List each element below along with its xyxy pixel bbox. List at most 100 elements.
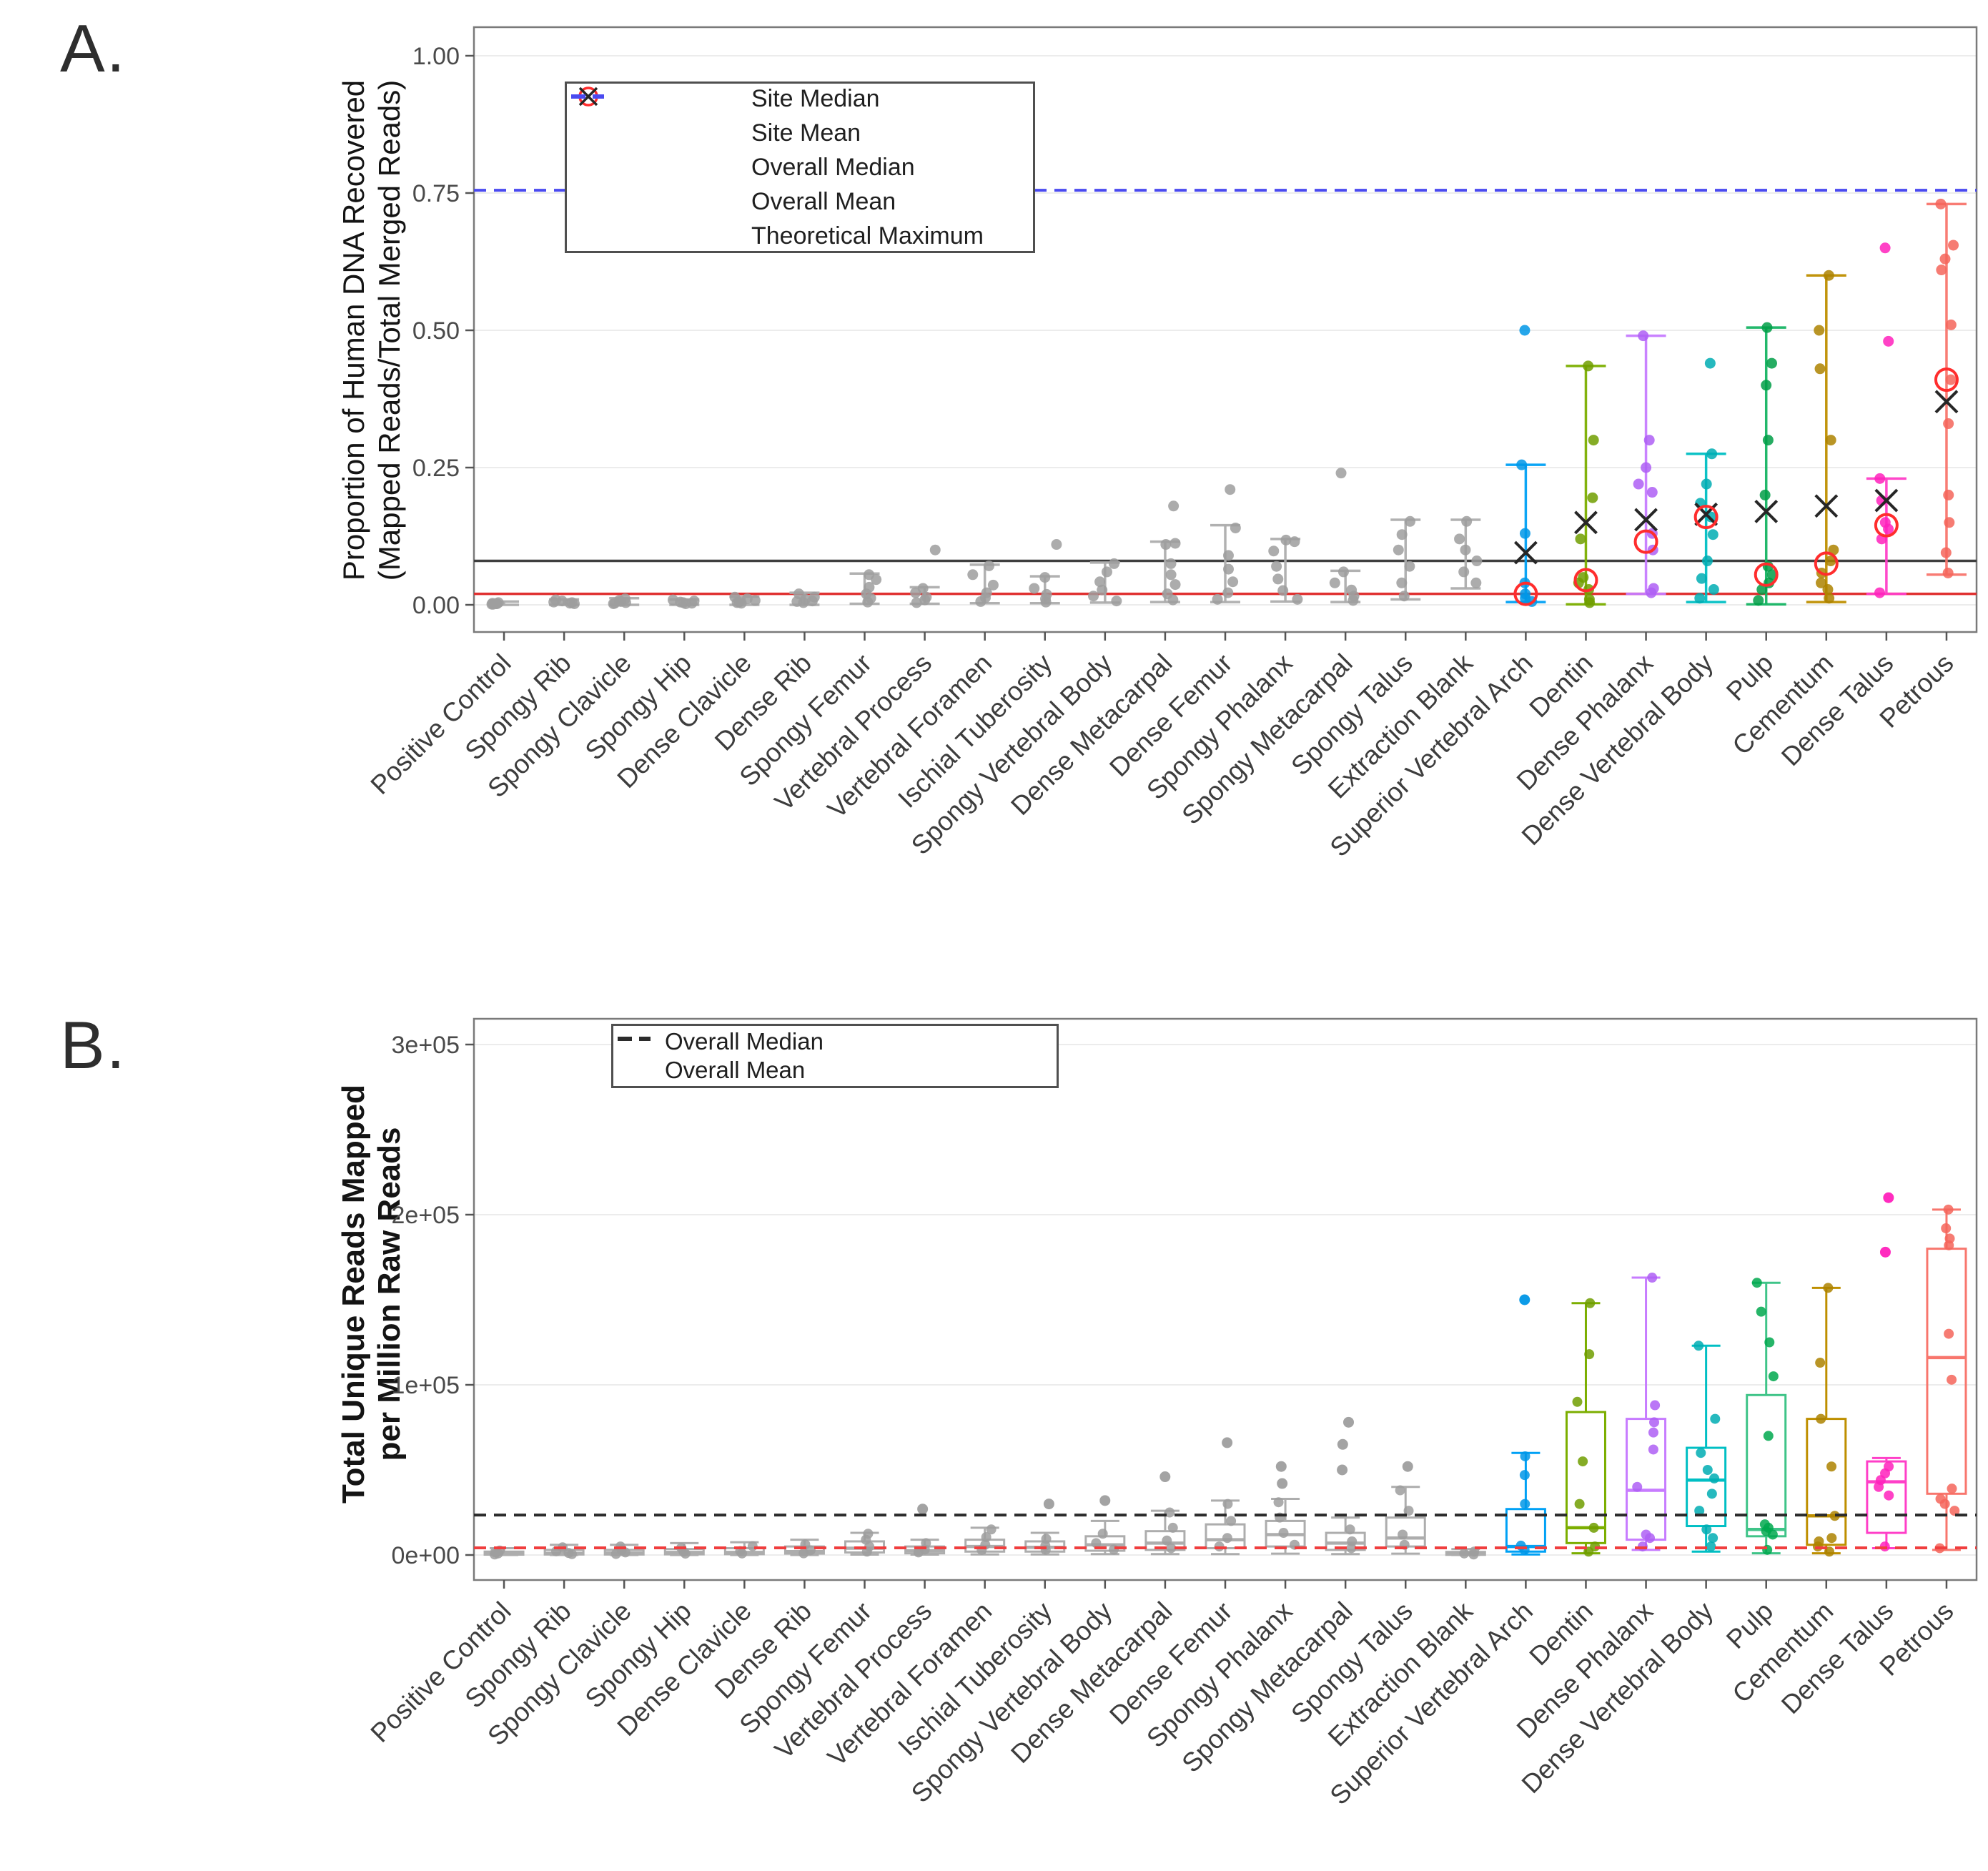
data-point — [1761, 380, 1772, 391]
legend-item: Site Median — [578, 85, 1033, 113]
data-point — [1706, 511, 1717, 523]
y-tick-label: 0.75 — [412, 180, 460, 207]
data-point — [731, 597, 743, 608]
data-point — [864, 581, 875, 593]
data-point — [1169, 579, 1181, 591]
data-point — [1701, 556, 1713, 567]
data-point — [686, 598, 698, 609]
data-point — [921, 1538, 931, 1549]
data-point — [1708, 583, 1719, 595]
data-point — [1646, 587, 1657, 598]
legend-item: Overall Mean — [618, 1037, 1057, 1084]
data-point — [1166, 1543, 1177, 1554]
site-mean-x-marker — [1513, 540, 1538, 565]
data-point — [1826, 1533, 1837, 1544]
data-point — [1574, 1499, 1585, 1509]
y-tick-label: 2e+05 — [392, 1202, 460, 1229]
data-point — [1822, 583, 1834, 595]
data-point — [1169, 538, 1181, 549]
data-point — [1041, 588, 1052, 600]
site-median-circle-marker — [1693, 505, 1719, 530]
site-mean-x-marker — [1574, 510, 1598, 535]
site-mean-x-marker — [1874, 488, 1899, 513]
data-point — [1879, 242, 1891, 254]
data-point — [1759, 489, 1771, 500]
y-tick-label: 3e+05 — [392, 1032, 460, 1059]
data-point — [1940, 547, 1952, 558]
data-point — [1088, 591, 1099, 602]
data-point — [1702, 1465, 1713, 1475]
data-point — [1094, 576, 1106, 588]
data-point — [1823, 270, 1834, 281]
data-point — [1335, 468, 1347, 479]
legend-item-label: Overall Mean — [751, 187, 896, 215]
data-point — [1641, 1529, 1651, 1540]
data-point — [1160, 539, 1172, 551]
data-point — [863, 1529, 874, 1539]
data-point — [1212, 593, 1223, 605]
y-tick-label: 0.00 — [412, 592, 460, 619]
site-mean-x-marker — [1634, 508, 1658, 532]
panel-border — [473, 1017, 1978, 1581]
data-point — [1398, 591, 1410, 602]
data-point — [1947, 240, 1959, 251]
data-point — [1693, 1341, 1704, 1351]
data-point — [1883, 523, 1894, 535]
data-point — [1272, 573, 1284, 585]
data-point — [1271, 561, 1282, 572]
data-point — [1583, 360, 1594, 372]
data-point — [1706, 1541, 1716, 1552]
data-point — [1648, 1427, 1658, 1438]
data-point — [987, 579, 999, 591]
data-point — [1709, 1473, 1720, 1484]
data-point — [609, 598, 620, 609]
data-point — [1766, 357, 1777, 369]
data-point — [981, 587, 992, 598]
data-point — [1814, 1536, 1824, 1546]
data-point — [1641, 462, 1652, 473]
dashed-line-key-icon — [571, 94, 604, 99]
data-point — [911, 597, 922, 608]
data-point — [1764, 1337, 1775, 1348]
data-point — [1454, 533, 1465, 545]
legend-item: Overall Median — [571, 94, 1033, 182]
data-point — [929, 544, 941, 556]
data-point — [1701, 1524, 1712, 1535]
data-point — [1943, 418, 1954, 430]
data-point — [1039, 572, 1051, 583]
site-mean-x-marker — [1754, 500, 1779, 523]
data-point — [1459, 1548, 1470, 1559]
data-point — [1648, 1444, 1658, 1455]
data-point — [1762, 435, 1774, 446]
data-point — [1278, 1528, 1289, 1539]
data-point — [1346, 584, 1358, 596]
data-point — [1633, 478, 1644, 490]
data-point — [1519, 325, 1530, 336]
data-point — [1696, 573, 1707, 584]
data-point — [864, 569, 875, 581]
data-point — [1874, 587, 1885, 598]
data-point — [1884, 1490, 1894, 1501]
outlier-point — [1337, 1464, 1348, 1476]
site-mean-x-marker — [1934, 390, 1959, 414]
data-point — [1824, 593, 1835, 604]
box — [1325, 1531, 1366, 1551]
data-point — [1936, 265, 1947, 276]
data-point — [1097, 1529, 1108, 1539]
data-point — [1572, 1396, 1583, 1407]
outlier-point — [1277, 1478, 1288, 1489]
data-point — [1396, 577, 1408, 588]
outlier-point — [1159, 1471, 1171, 1483]
data-point — [1949, 1506, 1960, 1516]
data-point — [1393, 544, 1404, 556]
y-tick-label: 1e+05 — [392, 1372, 460, 1399]
data-point — [1763, 1431, 1774, 1441]
data-point — [1222, 1533, 1232, 1544]
box — [1926, 1248, 1967, 1495]
data-point — [1943, 489, 1954, 500]
data-point — [1051, 539, 1062, 551]
site-median-circle-marker — [1513, 581, 1538, 606]
data-point — [981, 1532, 991, 1543]
data-point — [917, 583, 929, 594]
data-point — [1519, 1470, 1530, 1481]
